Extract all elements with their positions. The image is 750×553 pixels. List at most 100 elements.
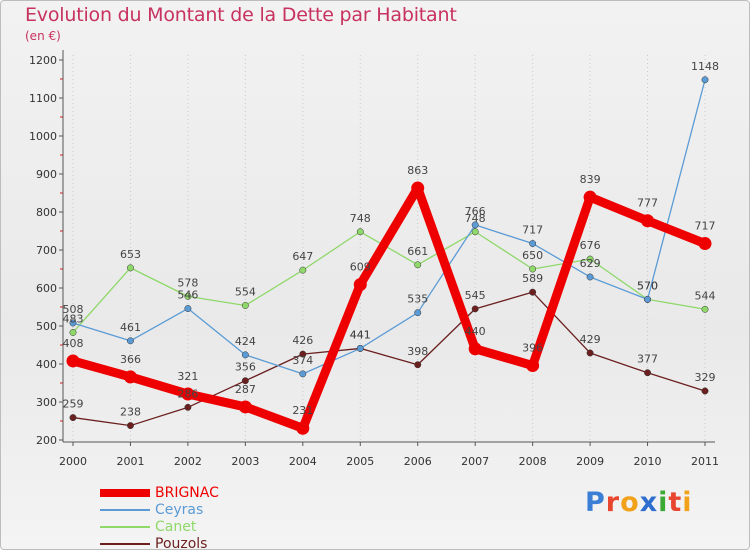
x-axis-ticks: 2000 2001 2002 2003 2004 2005 2006 2007 2008 2009… <box>59 442 719 468</box>
legend-swatch-brignac <box>100 489 150 497</box>
data-point-canet-2009 <box>586 255 594 263</box>
data-label-canet-2003: 554 <box>235 285 256 298</box>
y-tick-label-1200: 1200 <box>29 54 57 67</box>
data-label-pouzols-2002: 286 <box>177 387 198 400</box>
data-label-brignac-2000: 408 <box>63 337 84 350</box>
data-point-pouzols-2006 <box>414 361 422 369</box>
data-label-canet-2009: 676 <box>580 239 601 252</box>
data-label-brignac-2003: 287 <box>235 383 256 396</box>
data-point-canet-2007 <box>471 228 479 236</box>
data-point-brignac-2003 <box>238 400 252 414</box>
x-tick-label-2006: 2006 <box>404 455 432 468</box>
data-label-ceyras-2002: 546 <box>177 289 198 302</box>
data-label-canet-2010: 570 <box>637 279 658 292</box>
x-tick-label-2005: 2005 <box>346 455 374 468</box>
y-tick-label-700: 700 <box>36 244 57 257</box>
chart-title: Evolution du Montant de la Dette par Hab… <box>25 4 457 26</box>
data-point-brignac-2006 <box>411 181 425 195</box>
legend-label-ceyras: Ceyras <box>155 502 204 518</box>
data-label-canet-2005: 748 <box>350 212 371 225</box>
data-label-canet-2007: 748 <box>465 212 486 225</box>
data-point-brignac-2007 <box>468 342 482 356</box>
data-label-pouzols-2003: 356 <box>235 361 256 374</box>
data-label-ceyras-2003: 424 <box>235 335 256 348</box>
data-point-canet-2000 <box>69 329 77 336</box>
data-point-brignac-2010 <box>641 214 655 228</box>
grid-lines <box>72 55 706 440</box>
data-label-brignac-2011: 717 <box>695 220 716 233</box>
data-label-ceyras-2010: 570 <box>637 279 658 292</box>
data-point-pouzols-2008 <box>529 288 537 296</box>
data-label-brignac-2005: 609 <box>350 261 371 274</box>
series-line-ceyras <box>72 79 706 375</box>
legend-label-brignac: BRIGNAC <box>155 485 219 501</box>
series-line-brignac <box>68 183 710 433</box>
y-tick-label-1100: 1100 <box>29 92 57 105</box>
data-point-brignac-2005 <box>353 278 367 292</box>
x-tick-label-2009: 2009 <box>576 455 604 468</box>
logo-letter: P <box>585 487 606 518</box>
data-point-ceyras-2002 <box>184 305 192 312</box>
data-point-brignac-2008 <box>526 359 540 373</box>
data-point-ceyras-2005 <box>356 344 364 352</box>
data-label-pouzols-2005: 441 <box>350 328 371 341</box>
data-label-ceyras-2007: 766 <box>465 205 486 218</box>
y-tick-label-300: 300 <box>36 396 57 409</box>
data-point-pouzols-2000 <box>69 414 77 422</box>
data-point-ceyras-2006 <box>414 309 422 317</box>
data-label-ceyras-2004: 374 <box>292 354 313 367</box>
data-label-brignac-2002: 321 <box>177 370 198 383</box>
series-line-canet <box>72 231 706 334</box>
y-tick-label-600: 600 <box>36 282 57 295</box>
x-tick-label-2000: 2000 <box>59 455 87 468</box>
logo-letter: x <box>639 487 659 518</box>
legend-label-pouzols: Pouzols <box>155 536 208 552</box>
legend-swatch-canet <box>100 526 150 528</box>
data-label-brignac-2009: 839 <box>580 173 601 186</box>
y-tick-label-500: 500 <box>36 320 57 333</box>
proxiti-logo: Proxiti <box>585 487 693 518</box>
data-label-pouzols-2009: 429 <box>580 333 601 346</box>
data-point-brignac-2004 <box>296 421 310 435</box>
data-label-canet-2000: 483 <box>63 312 84 325</box>
data-label-ceyras-2011: 1148 <box>691 60 719 73</box>
data-label-pouzols-2000: 259 <box>63 398 84 411</box>
x-tick-label-2011: 2011 <box>691 455 719 468</box>
data-label-pouzols-2006: 398 <box>407 345 428 358</box>
data-point-pouzols-2007 <box>471 305 479 313</box>
legend-swatch-pouzols <box>100 543 150 545</box>
data-point-ceyras-2000 <box>69 319 77 327</box>
data-label-brignac-2010: 777 <box>637 197 658 210</box>
y-tick-label-200: 200 <box>36 434 57 447</box>
data-point-brignac-2011 <box>698 237 712 251</box>
data-point-ceyras-2004 <box>299 370 307 378</box>
data-label-pouzols-2001: 238 <box>120 406 141 419</box>
data-label-canet-2011: 544 <box>695 289 716 302</box>
series-lines <box>66 76 712 435</box>
data-point-pouzols-2011 <box>701 387 709 395</box>
data-point-canet-2005 <box>356 228 364 236</box>
data-label-ceyras-2001: 461 <box>120 321 141 334</box>
axes <box>62 50 715 443</box>
data-point-brignac-2001 <box>123 370 137 384</box>
data-label-canet-2002: 578 <box>177 276 198 289</box>
data-point-pouzols-2009 <box>586 349 594 357</box>
logo-letter: t <box>668 487 683 518</box>
data-label-brignac-2001: 366 <box>120 353 141 366</box>
data-label-canet-2004: 647 <box>292 250 313 263</box>
data-point-ceyras-2010 <box>644 295 651 303</box>
data-point-pouzols-2002 <box>184 403 192 411</box>
data-label-ceyras-2009: 629 <box>580 257 601 270</box>
data-point-pouzols-2004 <box>299 350 307 358</box>
data-point-ceyras-2008 <box>529 240 537 247</box>
data-label-pouzols-2004: 426 <box>292 334 313 347</box>
data-label-pouzols-2010: 377 <box>637 353 658 366</box>
y-tick-label-400: 400 <box>36 358 57 371</box>
logo-letter: o <box>620 487 640 518</box>
data-label-brignac-2004: 231 <box>292 404 313 417</box>
legend-label-canet: Canet <box>155 519 197 535</box>
y-tick-label-900: 900 <box>36 168 57 181</box>
data-label-brignac-2007: 440 <box>465 325 486 338</box>
data-label-ceyras-2005: 441 <box>350 328 371 341</box>
data-label-ceyras-2006: 535 <box>407 293 428 306</box>
